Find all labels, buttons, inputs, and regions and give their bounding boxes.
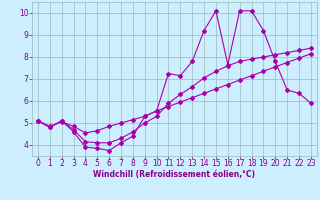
X-axis label: Windchill (Refroidissement éolien,°C): Windchill (Refroidissement éolien,°C) — [93, 170, 255, 179]
